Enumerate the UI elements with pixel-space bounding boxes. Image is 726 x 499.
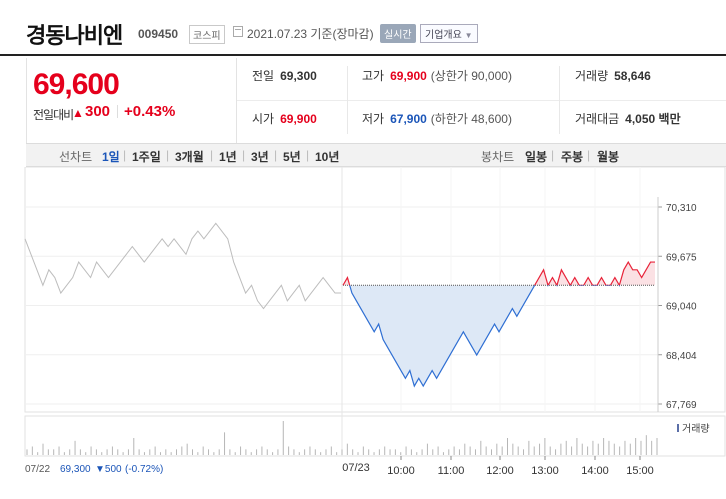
tab-5y[interactable]: 5년	[283, 150, 301, 164]
stock-name: 경동나비엔	[26, 23, 123, 48]
tab-1w[interactable]: 1주일	[132, 150, 161, 164]
y-tick-label: 70,310	[666, 203, 697, 214]
tab-separator: |	[242, 148, 246, 162]
volume-legend-swatch	[677, 424, 679, 432]
tab-3y[interactable]: 3년	[251, 150, 269, 164]
tab-separator: |	[274, 148, 278, 162]
x-tick-label: 15:00	[626, 465, 654, 477]
plot-frame	[24, 167, 726, 413]
today-area-down	[343, 285, 655, 387]
divider	[237, 100, 726, 101]
open-label: 시가	[252, 112, 275, 126]
date-text: 2021.07.23 기준(장마감)	[247, 27, 374, 41]
tab-weekly[interactable]: 주봉	[561, 150, 584, 164]
y-tick-label: 68,404	[666, 351, 697, 362]
lower-limit: (하한가 48,600)	[430, 112, 512, 126]
divider	[559, 66, 560, 134]
volume-value: 58,646	[614, 69, 651, 83]
prev-close-value: 69,300	[280, 69, 317, 83]
calendar-icon	[233, 26, 243, 37]
amount-label: 거래대금	[575, 112, 620, 126]
tab-monthly[interactable]: 월봉	[597, 150, 620, 164]
up-arrow-icon: ▲	[72, 106, 84, 120]
x-tick-label: 10:00	[387, 465, 415, 477]
x-tick-label: 14:00	[581, 465, 609, 477]
volume-legend-label: 거래량	[682, 423, 710, 435]
tab-1y[interactable]: 1년	[219, 150, 237, 164]
high-label: 고가	[362, 69, 385, 83]
tab-daily[interactable]: 일봉	[525, 150, 548, 164]
company-info-dropdown[interactable]: 기업개요 ▼	[420, 24, 478, 43]
volume: 거래량 58,646	[575, 67, 651, 84]
x-tick-label: 11:00	[438, 465, 465, 477]
day-high: 고가 69,900 (상한가 90,000)	[362, 67, 512, 84]
amount-value: 4,050 백만	[625, 112, 681, 126]
price-chart[interactable]: 70,310 69,675 69,040 68,404 67,769 거래량 10:00 11…	[0, 167, 726, 499]
trade-amount: 거래대금 4,050 백만	[575, 110, 681, 127]
price-summary: 69,600 전일대비 ▲ 300 +0.43% 전일 69,300 고가 69,9…	[26, 58, 726, 143]
y-tick-label: 69,040	[666, 302, 697, 313]
prev-day-percent: (-0.72%)	[125, 464, 163, 475]
market-badge: 코스피	[189, 25, 225, 44]
prev-day-change: ▼500	[95, 464, 122, 475]
tab-separator: |	[551, 148, 555, 162]
low-label: 저가	[362, 112, 385, 126]
price-chart-svg: 70,310 69,675 69,040 68,404 67,769 거래량 10:00 11…	[24, 167, 726, 477]
chevron-down-icon: ▼	[464, 31, 473, 40]
open-value: 69,900	[280, 112, 317, 126]
chart-period-tabs: 선차트 1일 | 1주일 | 3개월 | 1년 | 3년 | 5년 | 10년 …	[26, 143, 726, 167]
prev-close-label: 전일	[252, 69, 275, 83]
current-price: 69,600	[33, 68, 120, 101]
line-chart-title: 선차트	[59, 150, 93, 164]
prev-day-date: 07/22	[25, 464, 50, 475]
current-price-panel: 69,600 전일대비 ▲ 300 +0.43%	[27, 58, 237, 143]
day-low: 저가 67,900 (하한가 48,600)	[362, 110, 512, 127]
divider	[117, 105, 118, 118]
prev-day-line	[24, 222, 341, 310]
prev-day-price: 69,300	[60, 464, 91, 475]
stock-code: 009450	[138, 27, 179, 41]
low-value: 67,900	[390, 112, 427, 126]
divider	[347, 66, 348, 134]
tab-separator: |	[166, 148, 170, 162]
x-tick-label: 12:00	[486, 465, 514, 477]
prev-close: 전일 69,300	[252, 67, 317, 84]
tab-1d[interactable]: 1일	[102, 150, 120, 164]
volume-frame	[24, 415, 726, 457]
high-value: 69,900	[390, 69, 427, 83]
volume-label: 거래량	[575, 69, 609, 83]
realtime-button[interactable]: 실시간	[380, 24, 416, 43]
company-info-label: 기업개요	[425, 30, 462, 41]
y-tick-label: 69,675	[666, 252, 697, 263]
today-area-up	[343, 262, 655, 286]
upper-limit: (상한가 90,000)	[430, 69, 512, 83]
x-tick-label: 13:00	[531, 465, 559, 477]
y-tick-label: 67,769	[666, 400, 697, 411]
tab-3m[interactable]: 3개월	[175, 150, 204, 164]
candle-chart-title: 봉차트	[481, 150, 515, 164]
today-line-up	[342, 260, 655, 286]
today-date-label: 07/23	[342, 462, 370, 474]
tab-separator: |	[306, 148, 310, 162]
change-value: 300	[85, 103, 111, 120]
tab-separator: |	[210, 148, 214, 162]
change-label: 전일대비	[33, 108, 74, 122]
open-price: 시가 69,900	[252, 110, 317, 127]
tab-10y[interactable]: 10년	[315, 150, 340, 164]
tab-separator: |	[587, 148, 591, 162]
today-line-down	[343, 285, 620, 388]
tab-separator: |	[123, 148, 127, 162]
change-percent: +0.43%	[124, 103, 176, 120]
stock-header: 경동나비엔 009450 코스피 2021.07.23 기준(장마감) 실시간 …	[0, 0, 726, 56]
